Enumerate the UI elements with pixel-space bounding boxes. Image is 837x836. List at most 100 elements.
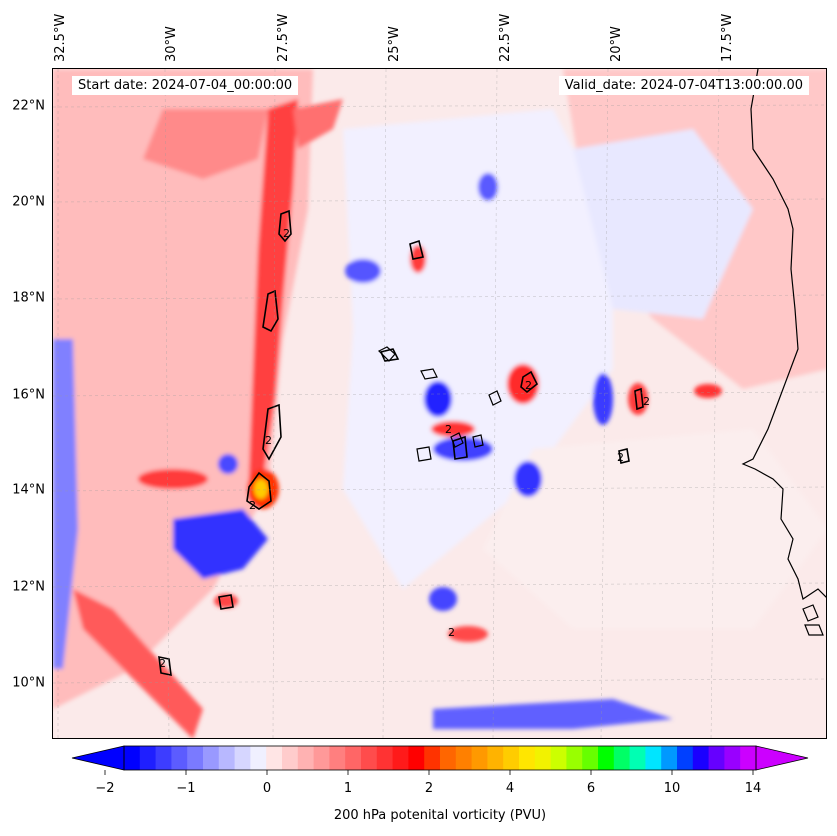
colorbar-segment (361, 746, 378, 770)
colorbar-segment (566, 746, 583, 770)
positive-blob-16n (507, 364, 539, 404)
colorbar-segment (424, 746, 441, 770)
contour-label-i: 2 (525, 379, 532, 392)
colorbar-frame (123, 745, 757, 771)
neutral-region-southeast (483, 429, 826, 629)
contour-label-b: 2 (265, 434, 272, 447)
colorbar-segment (455, 746, 473, 770)
pv-peak-14n (254, 479, 268, 499)
colorbar-title: 200 hPa potenital vorticity (PVU) (333, 808, 547, 823)
contour-label-f: 2 (159, 657, 166, 670)
positive-region-west (53, 69, 313, 709)
colorbar-segment (629, 746, 646, 770)
colorbar-segment (661, 746, 678, 770)
negative-blob-16n-east (593, 373, 613, 425)
start-date-label: Start date: 2024-07-04_00:00:00 (72, 76, 299, 95)
colorbar-tick-label: 4 (505, 781, 515, 796)
map-panel: 2 2 2 2 2 2 2 2 2 (52, 68, 827, 739)
colorbar-segments (124, 746, 757, 770)
colorbar-tick-label: 14 (744, 781, 762, 796)
colorbar-extend-min (71, 745, 125, 771)
contour-east-14n (618, 448, 630, 464)
colorbar-segment (203, 746, 220, 770)
colorbar-segment (329, 746, 346, 770)
colorbar-segment (250, 746, 267, 770)
lon-label-32-5w: 32.5°W (53, 13, 68, 62)
contour-labels: 2 2 2 2 2 2 2 2 2 (159, 227, 650, 670)
negative-blob-14n-east (514, 461, 542, 497)
neutral-region-northeast (573, 129, 753, 319)
contour-streamer-mid (262, 289, 279, 333)
bijagos-islands (802, 604, 824, 636)
colorbar-segment (187, 746, 204, 770)
colorbar-segment (740, 746, 757, 770)
lat-label-22n: 22°N (12, 98, 45, 114)
positive-blob-16n-far-east (694, 384, 722, 398)
colorbar-segment (677, 746, 694, 770)
colorbar-tick-label: 2 (424, 781, 434, 796)
negative-blob-15n (433, 437, 493, 461)
cape-verde-island-1 (377, 346, 396, 362)
colorbar-segment (282, 746, 299, 770)
colorbar-segment (139, 746, 157, 770)
colorbar-segment (408, 746, 425, 770)
lon-label-25w: 25°W (387, 26, 402, 62)
contour-11n (218, 594, 234, 610)
coastline (377, 69, 826, 636)
negative-blob-14n-west (218, 454, 238, 474)
colorbar-segment (582, 746, 599, 770)
contour-streamer-south (262, 403, 282, 461)
colorbar-segment (471, 746, 488, 770)
colorbar-segment (708, 746, 725, 770)
colorbar-segment (550, 746, 567, 770)
lat-label-12n: 12°N (12, 579, 45, 595)
pv-field-map: 2 2 2 2 2 2 2 2 2 (53, 69, 826, 738)
colorbar-segment (519, 746, 536, 770)
colorbar-segment (171, 746, 188, 770)
contour-10n (158, 655, 172, 677)
valid-date-label: Valid_date: 2024-07-04T13:00:00.00 (558, 76, 809, 95)
colorbar-segment (613, 746, 631, 770)
colorbar-segment (218, 746, 236, 770)
cape-verde-island-6 (472, 434, 484, 448)
colorbar-segment (124, 746, 141, 770)
contour-east-15n (634, 387, 644, 411)
pv-southwest-streak (73, 589, 203, 738)
colorbar-extend-max (755, 745, 809, 771)
colorbar-segment (724, 746, 741, 770)
africa-coastline (741, 69, 826, 600)
lon-label-27-5w: 27.5°W (276, 13, 291, 62)
lat-label-20n: 20°N (12, 194, 45, 210)
negative-blob-18n (345, 259, 381, 283)
colorbar-segment (440, 746, 457, 770)
pv-max-west-band (138, 469, 208, 489)
gridlines (53, 69, 826, 738)
negative-blob-20n (478, 173, 498, 201)
contour-label-d: 2 (445, 423, 452, 436)
cape-verde-island-2 (420, 368, 438, 380)
lat-label-18n: 18°N (12, 290, 45, 306)
lon-label-22-5w: 22.5°W (498, 13, 513, 62)
colorbar-segment (155, 746, 172, 770)
colorbar-segment (234, 746, 251, 770)
colorbar-segment (297, 746, 315, 770)
colorbar-segment (392, 746, 409, 770)
colorbar-segment (598, 746, 615, 770)
colorbar-segment (313, 746, 330, 770)
contour-cape-verde-north (379, 348, 400, 362)
colorbar-segment (376, 746, 394, 770)
colorbar-segment (534, 746, 552, 770)
lon-label-30w: 30°W (164, 26, 179, 62)
colorbar-tick-label: 6 (586, 781, 596, 796)
colorbar-segment (645, 746, 662, 770)
colorbar-segment (345, 746, 362, 770)
contour-peak-14n (246, 471, 272, 510)
lat-label-16n: 16°N (12, 387, 45, 403)
lon-label-20w: 20°W (609, 26, 624, 62)
cape-verde-island-4 (450, 432, 464, 448)
lat-label-10n: 10°N (12, 675, 45, 691)
contour-label-h: 2 (617, 451, 624, 464)
positive-blob-11n (448, 626, 488, 642)
negative-blob-13n (173, 509, 268, 579)
negative-blob-11n (429, 587, 457, 611)
